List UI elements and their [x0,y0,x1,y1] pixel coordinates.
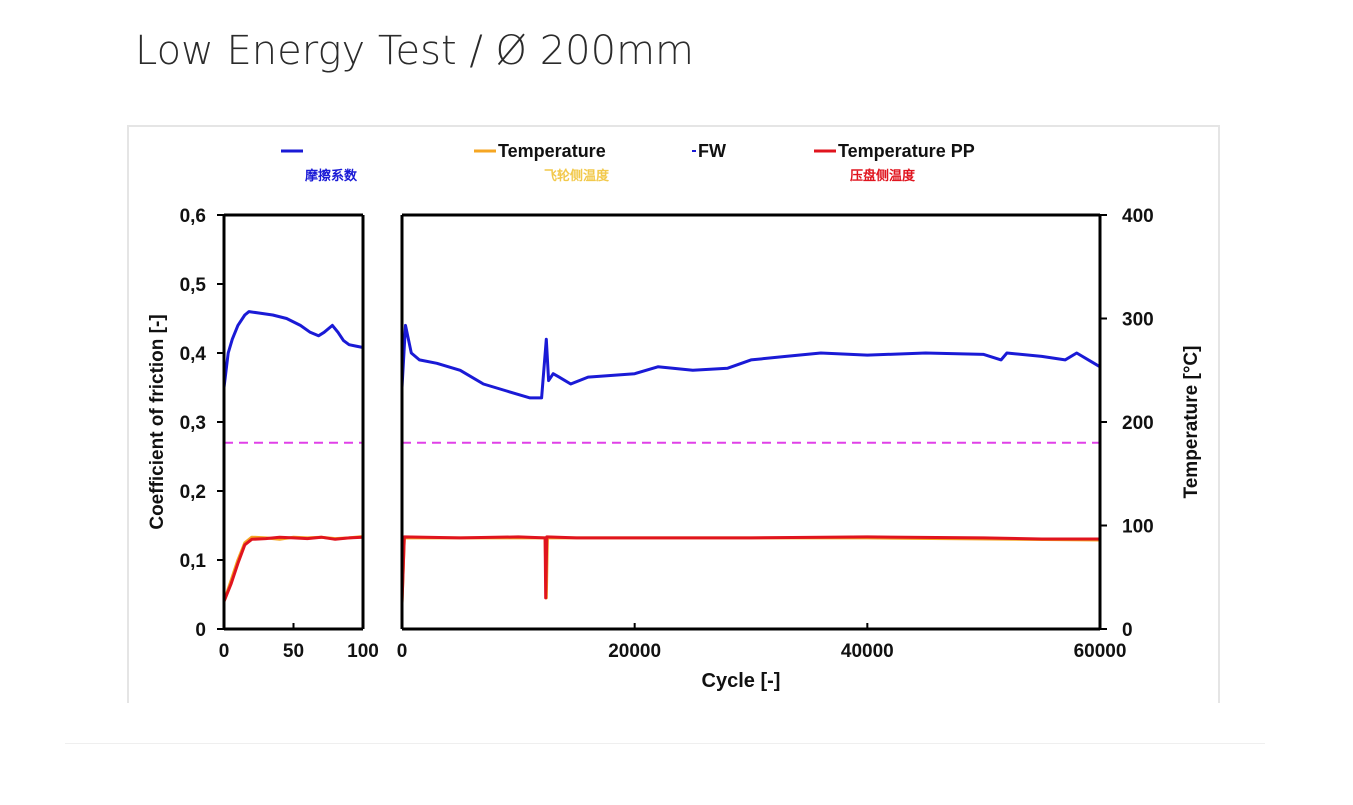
y-axis-title: Coefficient of friction [-] [147,314,168,529]
y-tick-label: 0,4 [180,344,207,365]
legend-label: FW [698,141,726,161]
y-right-tick-label: 200 [1122,413,1154,434]
x-tick-label: 60000 [1074,641,1127,662]
y-tick-label: 0,5 [180,275,207,296]
legend-label: Temperature PP [838,141,975,161]
y-tick-label: 0,6 [180,206,206,227]
chart-card: 摩擦系数 Temperature 飞轮侧温度 FW Temperature PP 压盘侧温… [127,125,1220,703]
x-tick-label: 40000 [841,641,894,662]
page-title: Low Energy Test / Ø 200mm [135,28,695,74]
friction-temperature-chart: 摩擦系数 Temperature 飞轮侧温度 FW Temperature PP 压盘侧温… [147,141,1202,692]
series-line-摩擦系数 [222,310,364,388]
y-right-tick-label: 300 [1122,310,1154,331]
legend-sublabel: 摩擦系数 [305,168,358,183]
y-right-tick-label: 400 [1122,206,1154,227]
y-tick-label: 0 [195,620,206,641]
y-right-tick-label: 0 [1122,620,1133,641]
left-panel: 0 50 100 0 0,1 0,2 0,3 0,4 0,5 0,6 Coefficient of … [147,206,379,662]
divider [65,743,1265,744]
x-axis-title: Cycle [-] [702,670,781,692]
series-line-摩擦系数 [400,323,1101,400]
y-tick-label: 0,1 [180,551,207,572]
y-tick-label: 0,2 [180,482,206,503]
x-tick-label: 0 [219,641,230,662]
series-line-temperature-pp [222,535,364,602]
legend-label: Temperature [498,141,606,161]
chart-legend: 摩擦系数 Temperature 飞轮侧温度 FW Temperature PP 压盘侧温… [281,141,975,183]
legend-sublabel: 压盘侧温度 [850,168,916,183]
x-tick-label: 20000 [608,641,661,662]
x-tick-label: 0 [397,641,408,662]
y-right-axis-title: Temperature [°C] [1181,346,1202,499]
right-panel: 0 20000 40000 600000100200300400Temperature… [397,206,1202,692]
series-line-temperature-pp [400,535,1100,604]
x-tick-label: 50 [283,641,304,662]
legend-sublabel: 飞轮侧温度 [544,168,610,183]
series-line-temperature-fw [400,536,1101,604]
x-tick-label: 100 [347,641,379,662]
y-right-tick-label: 100 [1122,517,1154,538]
y-tick-label: 0,3 [180,413,206,434]
